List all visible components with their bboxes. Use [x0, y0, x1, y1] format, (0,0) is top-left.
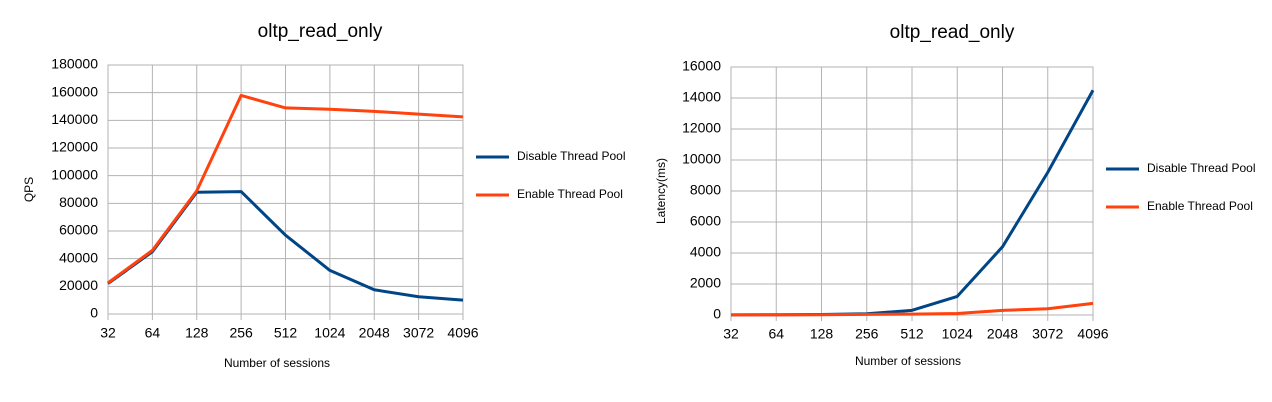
x-tick-label: 64: [768, 326, 784, 342]
x-tick-label: 256: [229, 325, 253, 341]
x-tick-label: 64: [145, 325, 161, 341]
y-tick-label: 6000: [690, 213, 721, 229]
y-tick-label: 40000: [59, 249, 98, 265]
y-axis-label: QPS: [22, 177, 36, 202]
x-tick-label: 3072: [403, 325, 434, 341]
x-tick-label: 128: [185, 325, 209, 341]
y-tick-label: 140000: [51, 111, 98, 127]
plot-frame: [107, 64, 464, 315]
x-tick-label: 1024: [314, 325, 345, 341]
x-tick-label: 256: [855, 326, 879, 342]
y-tick-label: 80000: [59, 194, 98, 210]
x-tick-label: 3072: [1032, 326, 1063, 342]
x-tick-label: 32: [723, 326, 739, 342]
y-tick-label: 0: [90, 305, 98, 321]
x-tick-label: 2048: [987, 326, 1018, 342]
data-line: [730, 301, 1094, 317]
y-tick-label: 10000: [682, 151, 721, 167]
x-tick-label: 2048: [359, 325, 390, 341]
data-line: [107, 93, 464, 285]
x-tick-label: 4096: [447, 325, 478, 341]
chart-title: oltp_read_only: [890, 22, 1015, 43]
y-tick-label: 60000: [59, 222, 98, 238]
y-tick-label: 100000: [51, 166, 98, 182]
y-tick-label: 16000: [682, 58, 721, 74]
x-tick-label: 4096: [1077, 326, 1108, 342]
y-tick-label: 2000: [690, 275, 721, 291]
legend-label: Enable Thread Pool: [1147, 199, 1253, 213]
x-tick-label: 512: [274, 325, 298, 341]
y-axis-label: Latency(ms): [654, 158, 668, 224]
y-tick-label: 8000: [690, 182, 721, 198]
y-tick-label: 160000: [51, 83, 98, 99]
legend-label: Enable Thread Pool: [517, 187, 623, 201]
legend-label: Disable Thread Pool: [517, 149, 626, 163]
y-tick-label: 0: [713, 306, 721, 322]
legend-label: Disable Thread Pool: [1147, 161, 1256, 175]
x-tick-label: 512: [900, 326, 924, 342]
x-tick-label: 32: [100, 325, 116, 341]
x-axis-label: Number of sessions: [855, 354, 961, 368]
y-tick-label: 14000: [682, 89, 721, 105]
x-axis-label: Number of sessions: [224, 356, 330, 370]
chart-title: oltp_read_only: [258, 21, 383, 42]
y-tick-label: 4000: [690, 244, 721, 260]
x-tick-label: 128: [810, 326, 834, 342]
y-tick-label: 180000: [51, 56, 98, 72]
y-tick-label: 20000: [59, 277, 98, 293]
x-tick-label: 1024: [942, 326, 973, 342]
y-tick-label: 12000: [682, 120, 721, 136]
y-tick-label: 120000: [51, 139, 98, 155]
